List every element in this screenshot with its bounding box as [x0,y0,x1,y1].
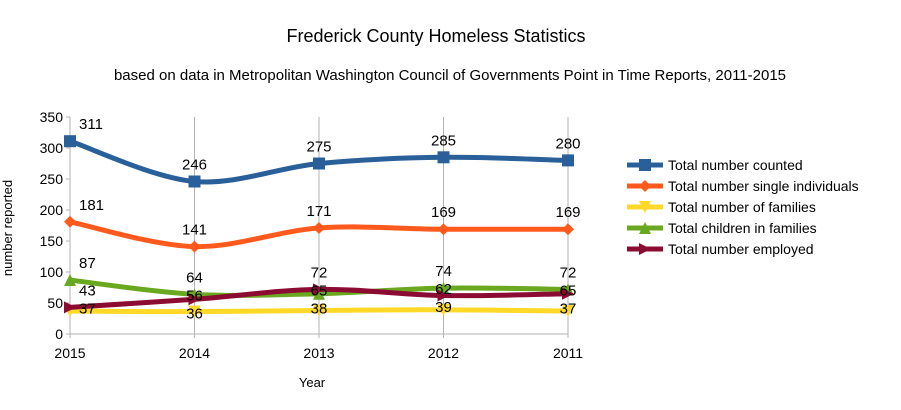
y-tick-label: 350 [40,109,64,125]
data-point [64,274,76,287]
data-label: 72 [311,264,328,281]
legend-label: Total number of families [668,199,816,215]
y-tick-label: 250 [40,171,64,187]
data-label: 171 [306,203,331,220]
data-label: 141 [182,222,207,239]
legend-label: Total children in families [668,220,817,236]
data-label: 36 [186,305,203,322]
y-tick-label: 200 [40,202,64,218]
y-tick-label: 150 [40,233,64,249]
data-label: 87 [79,255,96,272]
data-point [562,154,574,167]
data-point [188,305,201,318]
legend-marker [639,243,651,255]
legend-marker [639,222,651,234]
chart-subtitle: based on data in Metropolitan Washington… [114,67,786,84]
legend-label: Total number counted [668,157,803,173]
legend-label: Total number employed [668,241,814,257]
data-label: 38 [311,300,328,317]
legend-marker [639,201,651,213]
data-point [64,135,76,148]
data-point [313,304,325,317]
data-point [437,303,450,316]
data-point [562,305,574,318]
legend-marker [639,180,651,192]
data-label: 280 [555,135,580,152]
y-tick-label: 0 [55,326,63,342]
data-point [313,283,325,296]
y-axis-label: number reported [0,180,15,276]
legend-label: Total number single individuals [668,178,859,194]
y-tick-label: 300 [40,140,64,156]
x-tick-label: 2011 [553,345,583,361]
data-label: 169 [431,204,456,221]
data-label: 37 [79,300,96,317]
x-tick-label: 2015 [54,345,85,361]
data-point [64,301,76,314]
data-point [313,157,325,170]
data-point [188,293,201,306]
data-point [188,240,201,253]
y-tick-label: 100 [40,264,64,280]
y-tick-label: 50 [47,295,63,311]
data-label: 62 [435,281,452,298]
data-label: 39 [435,299,452,316]
x-tick-label: 2012 [428,345,459,361]
data-point [188,175,201,188]
data-point [437,289,450,302]
legend-marker [639,159,651,171]
data-label: 65 [311,282,328,299]
data-point [437,223,450,236]
data-label: 72 [560,264,577,281]
data-point [313,287,325,300]
data-point [313,221,325,234]
data-label: 169 [555,204,580,221]
data-label: 64 [186,269,203,286]
x-tick-label: 2014 [179,345,210,361]
data-label: 285 [431,132,456,149]
data-point [64,215,76,228]
data-label: 181 [79,197,104,214]
data-label: 311 [79,116,103,133]
x-axis-label: Year [299,375,326,390]
chart-title: Frederick County Homeless Statistics [286,26,585,46]
data-label: 37 [560,300,577,317]
data-label: 43 [79,282,96,299]
data-point [562,223,574,236]
data-label: 275 [306,139,331,156]
data-label: 74 [435,263,452,280]
data-label: 56 [186,287,203,304]
data-point [437,151,450,164]
x-tick-label: 2013 [303,345,334,361]
data-label: 246 [182,156,207,173]
data-point [562,287,574,300]
data-label: 65 [560,282,577,299]
